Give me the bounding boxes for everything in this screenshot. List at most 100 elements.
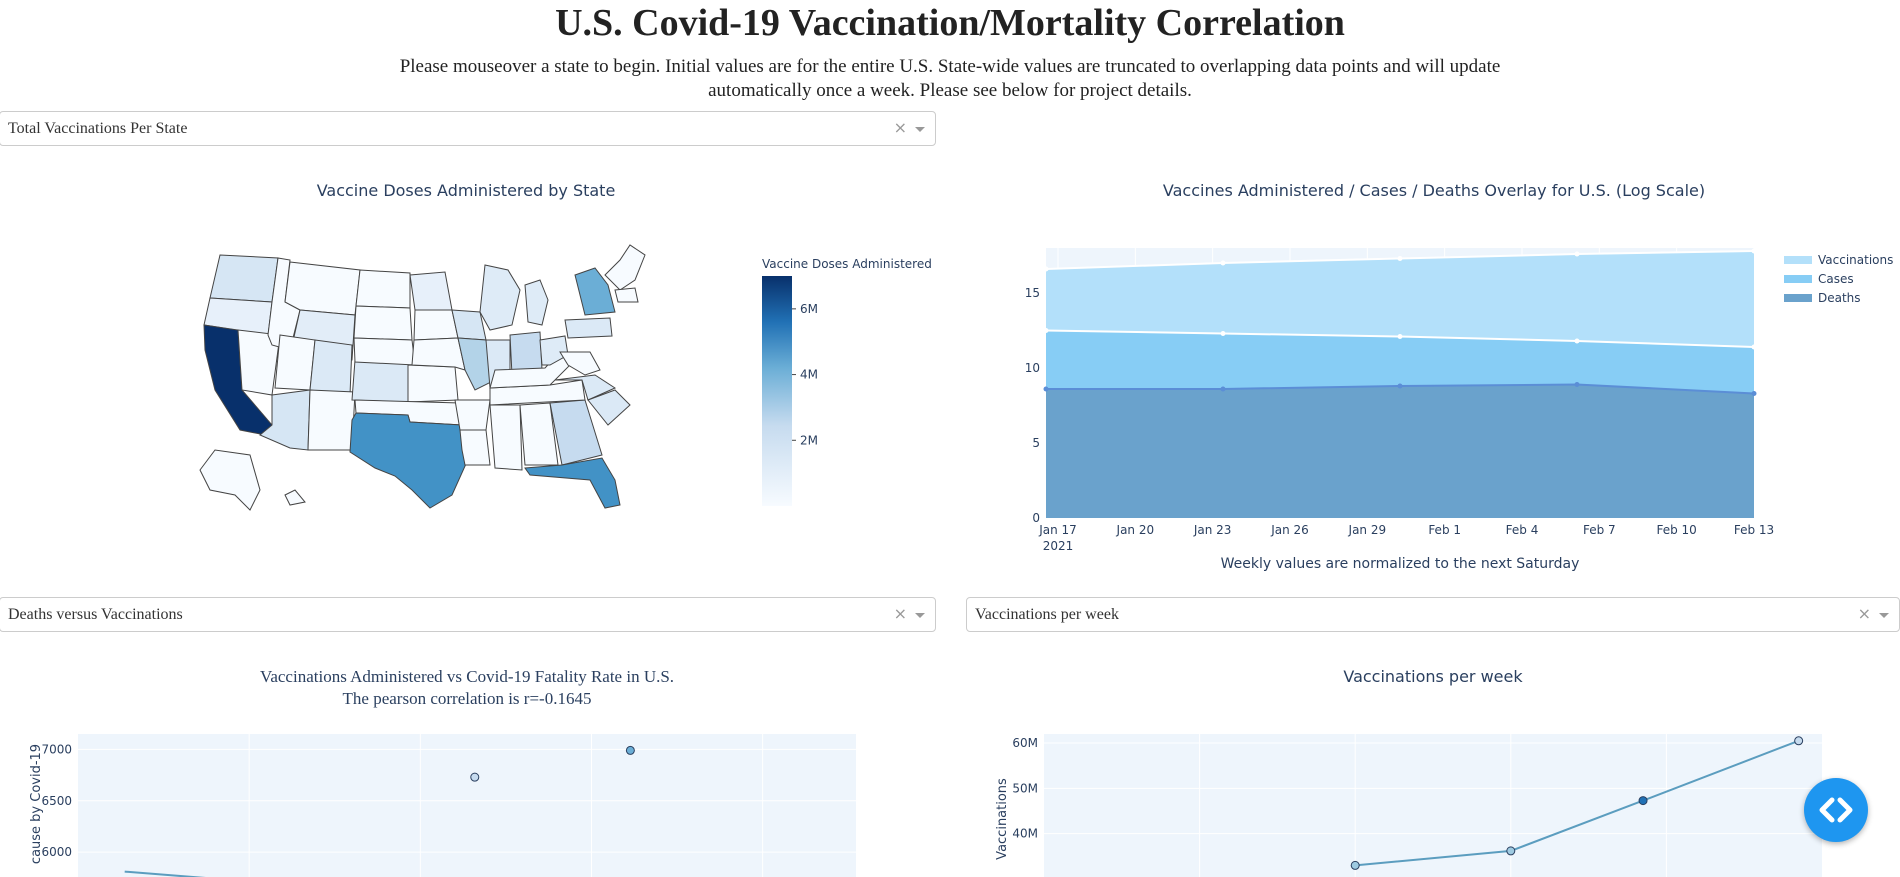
data-point bbox=[1575, 252, 1580, 257]
legend-label: Vaccinations bbox=[1818, 253, 1893, 267]
scatter-metric-dropdown[interactable]: Deaths versus Vaccinations × bbox=[0, 597, 936, 632]
data-point bbox=[1221, 331, 1226, 336]
data-point bbox=[1398, 334, 1403, 339]
state-shape[interactable] bbox=[460, 430, 490, 465]
state-shape[interactable] bbox=[354, 306, 412, 340]
state-shape[interactable] bbox=[414, 310, 458, 340]
x-axis-label: Weekly values are normalized to the next… bbox=[1221, 556, 1580, 572]
state-shape[interactable] bbox=[200, 450, 260, 510]
clear-icon[interactable]: × bbox=[894, 604, 907, 623]
data-point bbox=[1507, 847, 1515, 855]
y-tick-label: 7000 bbox=[41, 742, 72, 756]
state-shape[interactable] bbox=[350, 413, 470, 508]
state-shape[interactable] bbox=[308, 390, 355, 450]
data-point bbox=[1575, 382, 1580, 387]
x-tick-label: Jan 17 bbox=[1038, 523, 1077, 537]
x-tick-label: Jan 29 bbox=[1348, 523, 1387, 537]
code-toggle-button[interactable] bbox=[1804, 778, 1868, 842]
state-shape[interactable] bbox=[480, 265, 520, 330]
scatter-metric-value: Deaths versus Vaccinations bbox=[8, 606, 183, 624]
state-shape[interactable] bbox=[525, 280, 548, 325]
state-shape[interactable] bbox=[408, 365, 458, 402]
intro-line-1: Please mouseover a state to begin. Initi… bbox=[400, 56, 1501, 77]
x-tick-label: Feb 1 bbox=[1428, 523, 1461, 537]
page-intro: Please mouseover a state to begin. Initi… bbox=[360, 55, 1540, 103]
state-shape[interactable] bbox=[455, 400, 490, 430]
y-tick-label: 10 bbox=[1025, 361, 1040, 375]
colorbar-tick-label: 6M bbox=[800, 302, 818, 316]
scatter-chart: 7000650060005500cause by Covid-19 bbox=[0, 720, 935, 877]
legend-swatch bbox=[1784, 294, 1812, 302]
data-point bbox=[1752, 249, 1757, 254]
data-point bbox=[626, 746, 634, 754]
y-tick-label: 6500 bbox=[41, 794, 72, 808]
state-shape[interactable] bbox=[412, 338, 465, 370]
state-shape[interactable] bbox=[285, 490, 305, 505]
legend-label: Deaths bbox=[1818, 291, 1861, 305]
clear-icon[interactable]: × bbox=[1858, 604, 1871, 623]
map-metric-value: Total Vaccinations Per State bbox=[8, 120, 187, 138]
data-point bbox=[1221, 261, 1226, 266]
data-point bbox=[1351, 861, 1359, 869]
state-shape[interactable] bbox=[410, 272, 452, 310]
line-chart-title: Vaccinations per week bbox=[966, 667, 1900, 686]
x-tick-label: Jan 20 bbox=[1116, 523, 1155, 537]
y-tick-label: 40M bbox=[1012, 827, 1038, 841]
data-point bbox=[1795, 737, 1803, 745]
x-tick-label: 2021 bbox=[1043, 539, 1074, 553]
area-chart-title: Vaccines Administered / Cases / Deaths O… bbox=[1000, 181, 1868, 200]
state-shape[interactable] bbox=[490, 405, 522, 470]
map-metric-dropdown[interactable]: Total Vaccinations Per State × bbox=[0, 111, 936, 146]
data-point bbox=[1752, 391, 1757, 396]
y-axis-label: cause by Covid-19 bbox=[29, 744, 44, 864]
state-shape[interactable] bbox=[210, 255, 278, 302]
area-chart: 051015Jan 172021Jan 20 Jan 23 Jan 26 Jan 29… bbox=[990, 230, 1900, 580]
y-axis-label: Vaccinations bbox=[995, 778, 1010, 860]
chevron-down-icon[interactable] bbox=[915, 127, 925, 132]
state-shape[interactable] bbox=[310, 340, 352, 395]
data-point bbox=[1639, 797, 1647, 805]
y-tick-label: 60M bbox=[1012, 736, 1038, 750]
state-shape[interactable] bbox=[352, 360, 410, 402]
scatter-subtitle: The pearson correlation is r=-0.1645 bbox=[343, 689, 592, 708]
legend-swatch bbox=[1784, 275, 1812, 283]
state-marker bbox=[546, 481, 550, 485]
state-shape[interactable] bbox=[356, 270, 410, 308]
x-tick-label: Jan 26 bbox=[1270, 523, 1309, 537]
clear-icon[interactable]: × bbox=[894, 118, 907, 137]
state-shape[interactable] bbox=[605, 245, 645, 290]
data-point bbox=[1752, 345, 1757, 350]
y-tick-label: 50M bbox=[1012, 781, 1038, 795]
y-tick-label: 5 bbox=[1032, 436, 1040, 450]
series-area bbox=[1046, 385, 1754, 519]
state-shape[interactable] bbox=[275, 335, 315, 390]
state-shape[interactable] bbox=[615, 288, 638, 302]
data-point bbox=[1398, 384, 1403, 389]
map-colorbar: 6M 4M 2M bbox=[762, 274, 852, 510]
line-metric-dropdown[interactable]: Vaccinations per week × bbox=[966, 597, 1900, 632]
plot-background bbox=[78, 734, 856, 877]
state-shape[interactable] bbox=[565, 318, 612, 338]
legend-label: Cases bbox=[1818, 272, 1854, 286]
state-shape[interactable] bbox=[285, 262, 360, 315]
state-shape[interactable] bbox=[354, 338, 415, 365]
colorbar-title: Vaccine Doses Administered bbox=[762, 257, 932, 271]
state-shape[interactable] bbox=[550, 400, 602, 465]
x-tick-label: Jan 23 bbox=[1193, 523, 1232, 537]
data-point bbox=[1575, 339, 1580, 344]
page-title: U.S. Covid-19 Vaccination/Mortality Corr… bbox=[0, 0, 1900, 46]
x-tick-label: Feb 4 bbox=[1506, 523, 1539, 537]
code-icon bbox=[1804, 778, 1868, 842]
y-tick-label: 15 bbox=[1025, 286, 1040, 300]
map-title: Vaccine Doses Administered by State bbox=[240, 181, 692, 200]
data-point bbox=[1044, 387, 1049, 392]
data-point bbox=[1398, 256, 1403, 261]
data-point bbox=[471, 773, 479, 781]
colorbar-tick-label: 2M bbox=[800, 433, 818, 447]
data-point bbox=[1044, 328, 1049, 333]
chevron-down-icon[interactable] bbox=[915, 613, 925, 618]
data-point bbox=[1044, 267, 1049, 272]
x-tick-label: Feb 10 bbox=[1656, 523, 1696, 537]
chevron-down-icon[interactable] bbox=[1879, 613, 1889, 618]
